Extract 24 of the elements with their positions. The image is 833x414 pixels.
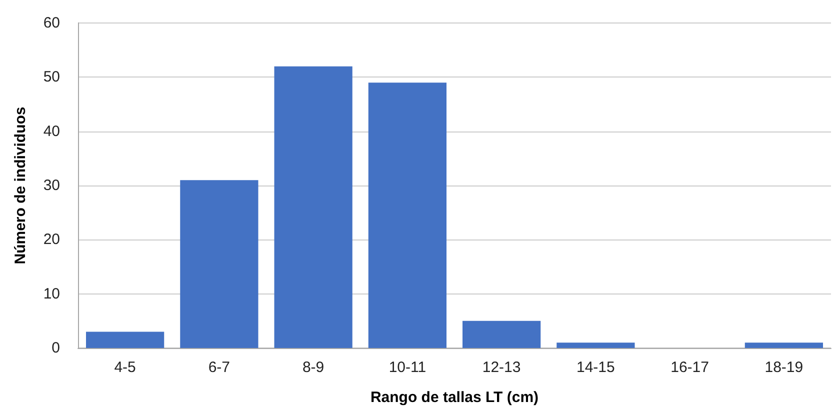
y-tick-label: 10 [43,285,60,302]
y-tick-label: 60 [43,14,60,32]
x-tick-label: 10-11 [388,359,426,376]
bar [556,342,635,348]
bar [368,82,446,348]
x-tick-label: 6-7 [208,359,230,376]
x-tick-label: 8-9 [302,359,324,376]
y-tick-label: 40 [43,122,60,140]
x-tick-label: 14-15 [576,359,615,376]
y-tick-label: 30 [43,177,60,194]
y-tick-label: 0 [52,340,60,356]
y-axis-title: Número de individuos [12,106,29,264]
x-tick-label: 12-13 [482,359,521,376]
y-tick-label: 20 [43,231,60,248]
bar [86,332,164,348]
x-tick-label: 4-5 [114,359,136,376]
x-tick-label: 18-19 [764,359,804,376]
y-tick-label: 50 [43,68,60,86]
bar [744,342,823,348]
bar [180,180,258,348]
x-axis-title: Rango de tallas LT (cm) [370,389,539,406]
bar [462,320,541,348]
bar [274,66,352,348]
x-tick-label: 16-17 [670,359,709,376]
